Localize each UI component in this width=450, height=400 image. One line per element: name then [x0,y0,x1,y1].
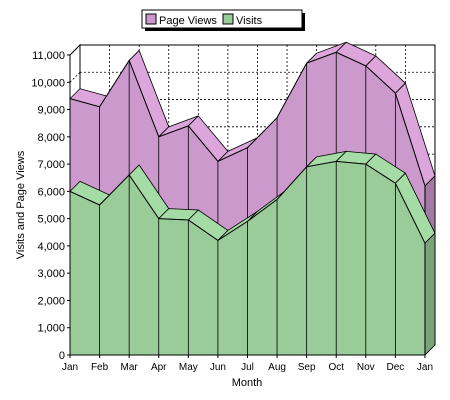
y-tick-label: 5,000 [37,214,65,226]
legend-label-visits: Visits [236,15,263,27]
x-tick-label: Apr [151,362,167,373]
series-1-end-face [424,232,436,356]
x-tick-label: Oct [328,362,344,373]
y-tick-label: 8,000 [37,132,65,144]
y-tick-label: 7,000 [37,159,65,171]
x-tick-label: Mar [121,362,139,373]
y-tick-label: 6,000 [37,186,65,198]
legend-label-page-views: Page Views [159,15,217,27]
x-tick-label: Jul [241,362,254,373]
y-tick-label: 3,000 [37,268,65,280]
legend-swatch-page-views [145,13,157,25]
x-tick-label: Nov [357,362,375,373]
y-tick-label: 0 [59,350,65,362]
y-tick-label: 1,000 [37,323,65,335]
y-axis-label: Visits and Page Views [15,150,27,259]
plot-area: 0 1,000 2,000 3,000 4,000 5,000 6,000 7,000 8,00… [31,41,436,373]
x-tick-label: Feb [91,362,109,373]
legend-box [141,9,303,29]
y-tick-label: 11,000 [32,50,65,62]
y-tick-label: 10,000 [31,77,65,89]
y-tick-label: 2,000 [37,295,65,307]
legend: Page Views Visits [141,9,305,31]
y-tick-label: 9,000 [37,105,65,117]
x-tick-label: Jan [62,362,78,373]
x-tick-label: Sep [298,362,316,373]
x-tick-label: Jun [210,362,226,373]
x-tick-label: Dec [386,362,404,373]
x-axis-label: Month [232,377,263,389]
x-tick-label: Aug [268,362,286,373]
x-tick-label: Jan [417,362,433,373]
legend-swatch-visits [222,13,234,25]
y-tick-label: 4,000 [37,241,65,253]
x-tick-label: May [179,362,198,373]
